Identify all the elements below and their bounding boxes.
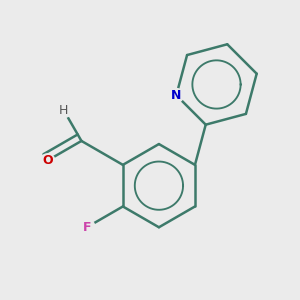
Text: H: H — [59, 104, 68, 117]
Text: O: O — [42, 154, 52, 167]
Text: N: N — [171, 89, 181, 102]
Text: F: F — [82, 221, 91, 234]
